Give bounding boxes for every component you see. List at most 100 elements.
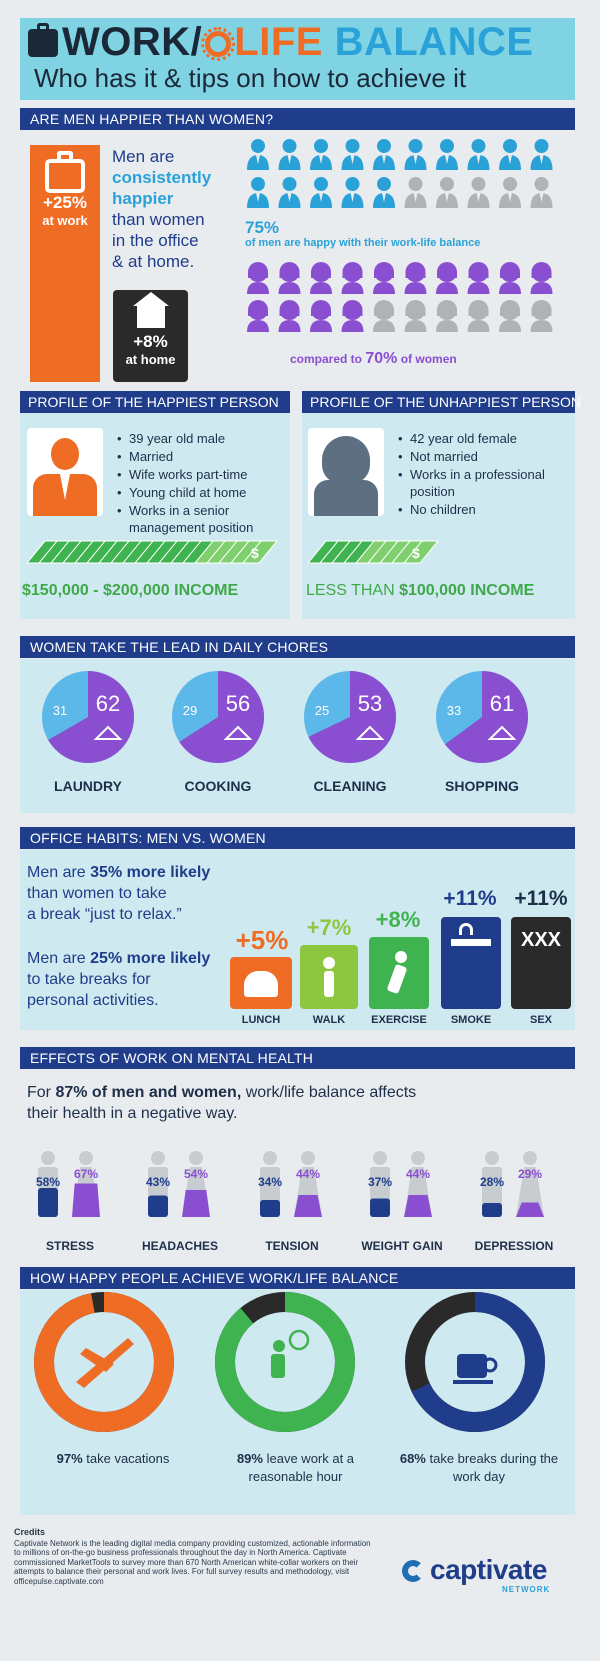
section-title-achieve: HOW HAPPY PEOPLE ACHIEVE WORK/LIFE BALAN… <box>20 1267 575 1289</box>
woman-fill-bar <box>516 1202 544 1217</box>
men-health-pct: 34% <box>258 1175 282 1189</box>
gear-icon <box>201 27 236 61</box>
woman-figure-icon <box>373 300 395 332</box>
page-subtitle: Who has it & tips on how to achieve it <box>34 63 467 93</box>
habit2-d: personal activities. <box>27 992 159 1009</box>
man-figure-icon <box>404 177 427 208</box>
title-work: WORK/ <box>62 20 203 64</box>
sex-pct: +11% <box>514 887 568 910</box>
health-item-stress: 58% 67% STRESS <box>36 1151 100 1253</box>
man-figure-icon <box>373 139 395 170</box>
pie-label-men: 25 <box>315 703 329 718</box>
title-life: LIFE <box>234 20 323 64</box>
page-title: WORK/LIFE BALANCE <box>28 20 534 65</box>
health-label: HEADACHES <box>142 1239 218 1253</box>
happier-text: Men are consistently happier than women … <box>112 146 232 272</box>
health-item-tension: 34% 44% TENSION <box>258 1151 322 1253</box>
walk-label: WALK <box>312 1014 346 1026</box>
running-person-icon <box>395 951 407 963</box>
captivate-logo[interactable]: captivate NETWORK <box>402 1554 552 1596</box>
woman-figure-icon <box>301 1151 315 1165</box>
health-item-depression: 28% 29% DEPRESSION <box>475 1151 554 1253</box>
briefcase-smile-icon <box>45 159 85 193</box>
man-figure-icon <box>530 177 553 208</box>
breaks-caption: 68% take breaks during the work day <box>394 1450 564 1486</box>
man-figure-icon <box>341 177 364 208</box>
woman-figure-icon <box>523 1151 537 1165</box>
health-label: STRESS <box>46 1239 94 1253</box>
dollar-icon: $ <box>251 545 259 561</box>
section-achieve <box>20 1290 575 1515</box>
health-lead-2: work/life balance affects their health i… <box>27 1084 417 1122</box>
section-title-chores: WOMEN TAKE THE LEAD IN DAILY CHORES <box>20 636 575 658</box>
chore-pie-laundry: 31 62 LAUNDRY <box>42 671 134 794</box>
woman-figure-icon <box>499 300 521 332</box>
walk-pct: +7% <box>306 915 352 940</box>
woman-figure-icon <box>404 300 427 332</box>
man-fill-bar <box>370 1198 390 1217</box>
happier-line-6: & at home. <box>112 252 195 271</box>
women-health-pct: 54% <box>184 1167 208 1181</box>
pie-label-women: 61 <box>490 691 514 716</box>
dollar-icon: $ <box>412 545 420 561</box>
habit1-c: than women to take <box>27 885 167 902</box>
chore-label: CLEANING <box>313 778 386 794</box>
unhappiest-trait-item: No children <box>398 501 563 518</box>
happier-line-4: than women <box>112 210 205 229</box>
chore-icon <box>223 725 253 740</box>
xxx-label: XXX <box>520 929 562 951</box>
happiest-trait-item: 39 year old male <box>117 430 277 447</box>
chore-label: COOKING <box>185 778 252 794</box>
achieve-ring-charts <box>34 1292 545 1432</box>
vacation-text: take vacations <box>86 1451 170 1466</box>
health-lead-1: For <box>27 1084 51 1101</box>
woman-figure-icon <box>278 300 301 332</box>
health-item-headaches: 43% 54% HEADACHES <box>142 1151 218 1253</box>
house-smile-icon <box>137 304 165 328</box>
happiest-traits-list: 39 year old maleMarriedWife works part-t… <box>117 430 277 537</box>
header-banner: WORK/LIFE BALANCE Who has it & tips on h… <box>20 18 575 100</box>
health-figures: 58% 67% STRESS 43% 54% HEADACHES 34% 44% TENSION… <box>36 1151 554 1253</box>
women-health-pct: 29% <box>518 1167 542 1181</box>
unhappiest-income-value: $100,000 INCOME <box>399 582 535 599</box>
man-figure-icon <box>310 139 332 170</box>
exercise-label: EXERCISE <box>371 1014 427 1026</box>
vacation-pct: 97% <box>56 1451 83 1466</box>
pie-label-men: 33 <box>447 703 461 718</box>
lunch-box <box>230 957 292 1009</box>
happier-line-1: Men are <box>112 147 175 166</box>
woman-figure-icon <box>278 262 301 294</box>
woman-fill-bar <box>72 1183 100 1217</box>
man-fill-bar <box>482 1203 502 1217</box>
woman-figure-icon <box>467 262 490 294</box>
pie-label-women: 62 <box>96 691 120 716</box>
unhappiest-traits-list: 42 year old femaleNot marriedWorks in a … <box>398 430 563 519</box>
cigarette-icon <box>451 939 491 946</box>
ring-value-arc <box>215 1292 355 1432</box>
health-label: DEPRESSION <box>475 1239 554 1253</box>
man-figure-icon <box>151 1151 165 1165</box>
woman-figure-icon <box>310 262 332 294</box>
waiting-clock-icon <box>271 1329 310 1378</box>
chore-icon <box>93 725 123 740</box>
woman-figure-icon <box>247 262 269 294</box>
man-figure-icon <box>41 1151 55 1165</box>
health-lead-bold: 87% of men and women, <box>55 1084 242 1101</box>
money-stack-small-icon: $ <box>308 540 440 564</box>
health-label: TENSION <box>265 1239 318 1253</box>
unhappiest-trait-item: Not married <box>398 448 563 465</box>
man-figure-icon <box>436 139 458 170</box>
man-figure-icon <box>247 139 269 170</box>
lunch-label: LUNCH <box>241 1014 281 1026</box>
leave-work-pct: 89% <box>236 1451 263 1466</box>
chore-icon <box>487 725 517 740</box>
happiest-trait-item: Works in a senior management position <box>117 502 277 536</box>
man-figure-icon <box>499 177 521 208</box>
women-caption-suffix: of women <box>400 352 457 366</box>
achieve-ring-2 <box>405 1292 545 1432</box>
habit1-b: 35% more likely <box>90 864 211 881</box>
home-stat-box: +8% at home <box>113 290 188 382</box>
women-caption-prefix: compared to <box>290 352 363 366</box>
achieve-ring-1 <box>215 1292 355 1432</box>
